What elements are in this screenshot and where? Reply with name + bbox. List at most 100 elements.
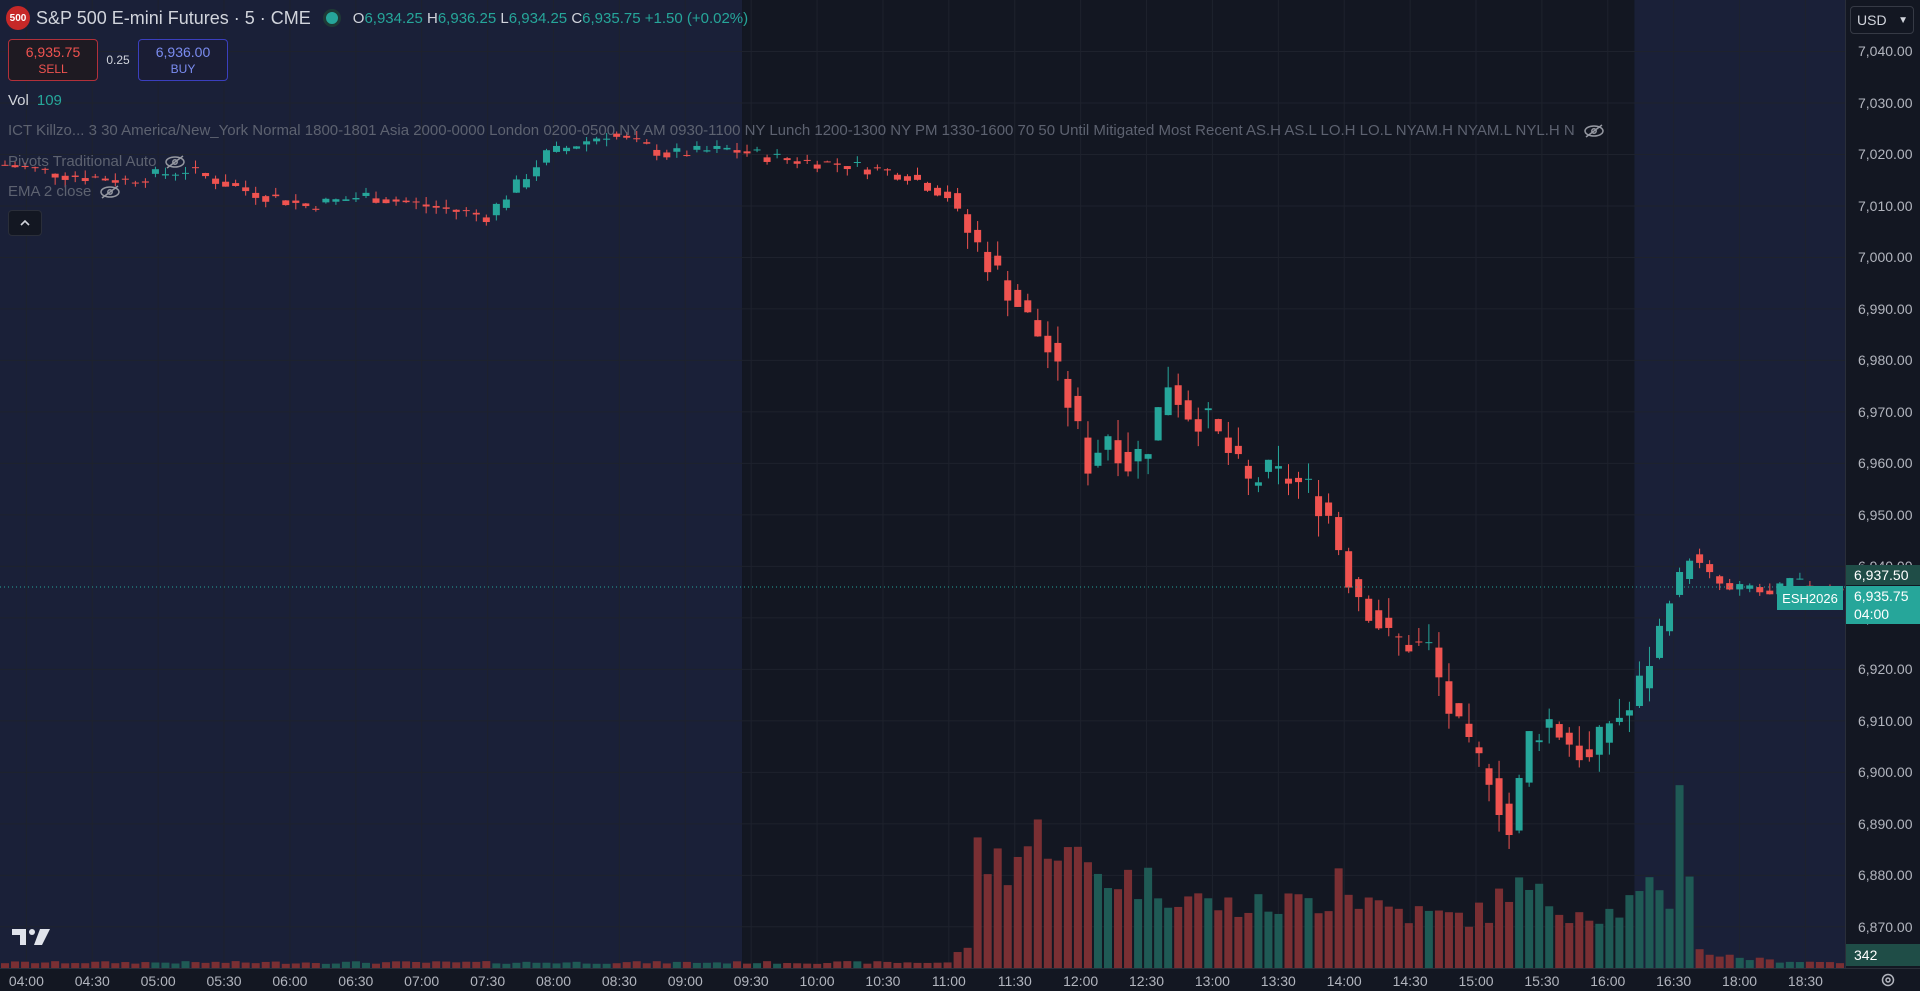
- chart-area[interactable]: [0, 0, 1845, 968]
- sell-button[interactable]: 6,935.75 SELL: [8, 39, 98, 81]
- candle-body: [1194, 419, 1202, 432]
- volume-bar: [743, 963, 752, 968]
- volume-bar: [1595, 923, 1604, 968]
- volume-bar: [672, 961, 681, 968]
- symbol-title[interactable]: S&P 500 E-mini Futures · 5 · CME: [36, 7, 311, 28]
- volume-bar: [1755, 957, 1764, 968]
- volume-bar: [1043, 858, 1052, 968]
- candle-body: [693, 145, 701, 150]
- price-tick-label: 6,960.00: [1858, 455, 1913, 472]
- candle-body: [322, 198, 330, 203]
- volume-bar: [402, 961, 411, 968]
- hidden-eye-icon[interactable]: [164, 154, 186, 169]
- market-status-dot[interactable]: [322, 9, 341, 27]
- time-tick-label: 12:30: [1129, 973, 1165, 989]
- candle-body: [573, 146, 581, 149]
- volume-bar: [953, 952, 962, 968]
- candle-body: [552, 145, 561, 152]
- volume-bar: [1795, 962, 1804, 968]
- volume-bar: [1304, 898, 1313, 968]
- volume-bar: [1434, 910, 1443, 968]
- volume-label: 342: [1846, 944, 1920, 966]
- volume-bar: [1454, 912, 1463, 968]
- collapse-legend-button[interactable]: [8, 210, 42, 236]
- volume-bar: [1474, 902, 1484, 968]
- volume-bar: [512, 962, 521, 968]
- candle-body: [1335, 517, 1343, 551]
- volume-bar: [522, 961, 531, 968]
- time-tick-label: 16:30: [1656, 973, 1692, 989]
- time-tick-label: 07:30: [470, 973, 506, 989]
- price-axis[interactable]: 6,870.00 6,880.00 6,890.00 6,900.00 6,910.00…: [1845, 0, 1920, 968]
- volume-bar: [412, 961, 421, 968]
- candle-body: [863, 169, 871, 175]
- candle-body: [1726, 583, 1734, 590]
- volume-bar: [1053, 860, 1062, 968]
- volume-indicator-legend[interactable]: Vol 109: [8, 92, 62, 109]
- candle-body: [903, 176, 911, 181]
- candle-body: [1224, 437, 1232, 453]
- volume-bar: [111, 963, 120, 968]
- buy-button[interactable]: 6,936.00 BUY: [138, 39, 228, 81]
- spread-value: 0.25: [106, 53, 130, 67]
- volume-bar: [1033, 819, 1042, 968]
- candle-body: [974, 229, 982, 243]
- volume-bar: [1324, 911, 1333, 968]
- tradingview-logo[interactable]: [10, 925, 52, 949]
- volume-bar: [652, 961, 661, 968]
- volume-bar: [331, 963, 340, 968]
- time-axis[interactable]: 04:00 04:30 05:00 05:30 06:00 06:30 07:00 07:30…: [0, 968, 1920, 991]
- volume-bar: [1244, 912, 1253, 968]
- price-tick-label: 6,990.00: [1858, 300, 1913, 317]
- candle-body: [673, 148, 681, 152]
- volume-bar: [773, 963, 782, 968]
- volume-bar: [1334, 868, 1343, 968]
- pivots-legend[interactable]: Pivots Traditional Auto: [8, 153, 186, 170]
- candle-body: [1405, 644, 1413, 652]
- volume-bar: [1234, 916, 1243, 968]
- time-tick-label: 15:00: [1458, 973, 1494, 989]
- candle-body: [1525, 731, 1533, 783]
- candle-body: [1495, 778, 1503, 815]
- ict-killzones-legend[interactable]: ICT Killzo... 3 30 America/New_York Norm…: [8, 122, 1605, 139]
- candle-body: [512, 179, 520, 193]
- candle-body: [21, 165, 29, 168]
- volume-bar: [1204, 898, 1213, 968]
- time-tick-label: 13:30: [1260, 973, 1296, 989]
- candle-body: [1204, 408, 1212, 411]
- candle-body: [472, 212, 480, 215]
- volume-bar: [1695, 949, 1704, 968]
- symbol-badge[interactable]: 500: [6, 6, 30, 30]
- volume-bar: [1495, 888, 1504, 968]
- candle-body: [41, 168, 49, 170]
- candle-body: [542, 150, 550, 163]
- hidden-eye-icon[interactable]: [1583, 123, 1605, 138]
- trade-panel: 6,935.75 SELL 0.25 6,936.00 BUY: [8, 39, 228, 81]
- volume-bar: [622, 962, 631, 968]
- candlestick-chart[interactable]: [0, 0, 1845, 968]
- hidden-eye-icon[interactable]: [99, 184, 121, 199]
- volume-bar: [1083, 862, 1092, 968]
- ema-legend[interactable]: EMA 2 close: [8, 183, 121, 200]
- volume-bar: [1114, 889, 1123, 968]
- candle-body: [342, 199, 350, 201]
- volume-bar: [1725, 954, 1734, 968]
- currency-selector[interactable]: USD ▼: [1850, 6, 1914, 34]
- time-tick-label: 15:30: [1524, 973, 1560, 989]
- gear-icon[interactable]: [1880, 972, 1896, 988]
- volume-bar: [582, 963, 591, 968]
- volume-bar: [1555, 914, 1564, 968]
- candle-body: [633, 138, 641, 140]
- candle-body: [1024, 300, 1032, 313]
- candle-body: [1044, 335, 1052, 353]
- volume-bar: [181, 961, 190, 968]
- volume-bar: [602, 963, 611, 968]
- volume-bar: [712, 962, 721, 968]
- candle-body: [232, 183, 240, 186]
- candle-body: [713, 145, 721, 149]
- volume-bar: [1264, 911, 1273, 968]
- volume-bar: [1013, 856, 1022, 968]
- candle-body: [302, 203, 310, 207]
- volume-bar: [883, 961, 892, 968]
- volume-bar: [1765, 959, 1774, 968]
